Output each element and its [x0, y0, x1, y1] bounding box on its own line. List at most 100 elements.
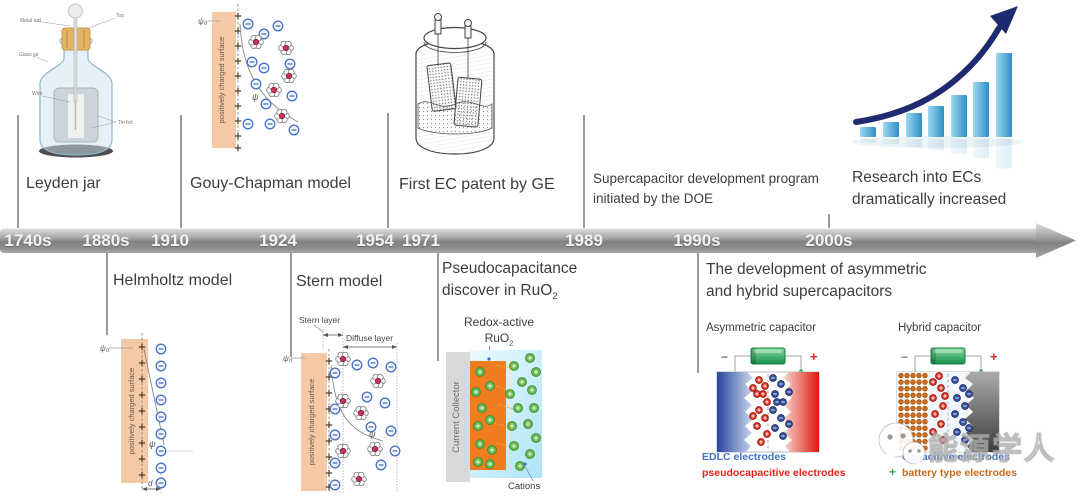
anions [329, 357, 401, 491]
connector-below [697, 253, 699, 373]
connector-above [387, 113, 389, 228]
wires [734, 355, 802, 372]
surface-label: positively charged surface [127, 368, 136, 455]
wechat-icon [878, 422, 926, 468]
charged-surface [301, 353, 327, 491]
connector-above [583, 115, 585, 228]
ge-title: First EC patent by GE [399, 176, 555, 193]
bar [951, 95, 967, 137]
connector-above [17, 115, 19, 228]
metal-rod [73, 16, 78, 103]
gouy-chapman-illustration: positively charged surface ψ₀ ψ [198, 4, 300, 152]
research-line2: dramatically increased [852, 191, 1007, 208]
psi-label: ψ [369, 429, 376, 439]
minus-terminal: − [901, 350, 908, 364]
minus-terminal: − [721, 350, 728, 364]
research-line1: Research into ECs [852, 169, 982, 186]
growth-arrow-shaft [853, 25, 1002, 125]
leader-lines [32, 17, 117, 129]
watermark: 能源学人 [876, 420, 1056, 472]
connector-below [106, 253, 108, 335]
bar [883, 122, 899, 137]
wires [914, 355, 982, 372]
potential-curve [330, 364, 384, 442]
psi0-label: ψ₀ [100, 344, 110, 353]
timeline-year-1924: 1924 [259, 231, 297, 250]
timeline-year-1989: 1989 [565, 231, 603, 250]
battery-cell [750, 347, 786, 365]
doe-line2: initiated by the DOE [593, 191, 714, 206]
bar [973, 82, 989, 137]
diffuse-layer-label: Diffuse layer [346, 333, 393, 343]
timeline-year-1740s: 1740s [4, 231, 52, 250]
current-collector [446, 352, 470, 482]
connector-above [828, 214, 830, 228]
growth-arrow-head [990, 6, 1018, 34]
leyden-title: Leyden jar [26, 175, 101, 192]
psi0-label: ψ₀ [283, 354, 293, 363]
stern-illustration: Stern layer Diffuse layer positively cha… [283, 315, 401, 493]
psi-label: ψ [252, 92, 259, 102]
edlc-caption: EDLC electrodes [702, 451, 787, 463]
psi0-label: ψ₀ [198, 17, 208, 26]
timeline-arrow-head [1036, 223, 1076, 258]
plus-terminal: + [990, 349, 998, 364]
redox-pointer-dot [487, 357, 491, 361]
plus-terminal: + [810, 349, 818, 364]
research-growth-chart [852, 6, 1024, 169]
electrolyte-band [417, 101, 493, 135]
stern-layer-label: Stern layer [299, 315, 340, 325]
hybrid-capacitor-diagram: − + [896, 347, 1000, 453]
connector-above [180, 115, 182, 228]
bar [860, 127, 876, 137]
dev-title: The development of asymmetric and hybrid… [706, 259, 927, 303]
timeline-year-1990s: 1990s [673, 231, 721, 250]
timeline-bar [0, 228, 1038, 253]
doe-title: Supercapacitor development program initi… [593, 169, 819, 209]
dev-line1: The development of asymmetric [706, 261, 927, 278]
ge-patent-jar-illustration [415, 13, 495, 155]
timeline-year-1910: 1910 [151, 231, 189, 250]
label-metal-rod: Metal rod [20, 18, 41, 24]
terminal-posts [434, 13, 472, 39]
redox-label: Redox-active RuO2 [446, 314, 552, 351]
watermark-text: 能源学人 [927, 432, 1056, 466]
bar-reflections [860, 139, 1012, 169]
gouy-title: Gouy-Chapman model [190, 175, 351, 192]
psi-label: ψ [149, 439, 156, 449]
redox-line1: Redox-active [463, 315, 535, 329]
cations-label: Cations [508, 481, 541, 492]
timeline-year-1954: 1954 [356, 231, 394, 250]
timeline-year-1971: 1971 [402, 231, 440, 250]
anion-layer [155, 343, 167, 489]
cations-leader [524, 465, 534, 482]
pseudo-line2: discover in RuO2 [442, 282, 558, 303]
battery-cell [930, 347, 966, 365]
capacitive-caption: Capacitive electrodes [902, 451, 1010, 463]
label-wire: Wire [32, 91, 42, 97]
connector-below [437, 253, 439, 361]
ruo2-electrode [470, 361, 506, 470]
helmholtz-illustration: positively charged surface ψ₀ ψ d [100, 333, 193, 493]
redox-arrows [491, 364, 517, 449]
battery-caption-bullet: + [889, 465, 897, 479]
asymmetric-capacitor-label: Asymmetric capacitor [706, 322, 816, 334]
current-collector-label: Current Collector [451, 381, 462, 453]
bar [996, 53, 1012, 137]
surface-label: positively charged surface [307, 379, 316, 466]
d-label: d [148, 479, 153, 488]
leyden-jar-illustration: Metal rod Top Glass jar Wire Tin foil [19, 3, 133, 158]
charged-surface [212, 12, 236, 148]
pseudo-line1: Pseudocapacitance [442, 260, 578, 277]
bracket-arrowheads [323, 333, 397, 349]
jar-lid [423, 26, 487, 50]
timeline-year-1880s: 1880s [82, 231, 130, 250]
stern-title: Stern model [296, 273, 383, 290]
cations-pointer-dot [523, 462, 527, 466]
pseudo-title: Pseudocapacitance discover in RuO2 [442, 258, 577, 308]
hybrid-capacitor-label: Hybrid capacitor [898, 322, 982, 334]
label-tin-foil: Tin foil [118, 120, 133, 126]
battery-type-caption: battery type electrodes [902, 467, 1017, 479]
edlc-electrode [717, 372, 753, 452]
